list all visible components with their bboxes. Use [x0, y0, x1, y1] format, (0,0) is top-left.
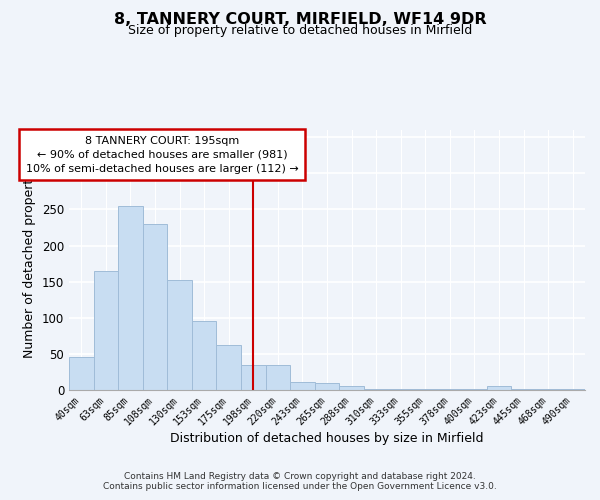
- Bar: [266, 364, 290, 390]
- Text: Contains HM Land Registry data © Crown copyright and database right 2024.: Contains HM Land Registry data © Crown c…: [124, 472, 476, 481]
- Text: 8 TANNERY COURT: 195sqm
← 90% of detached houses are smaller (981)
10% of semi-d: 8 TANNERY COURT: 195sqm ← 90% of detache…: [26, 136, 299, 174]
- Bar: [241, 364, 266, 390]
- Text: 8, TANNERY COURT, MIRFIELD, WF14 9DR: 8, TANNERY COURT, MIRFIELD, WF14 9DR: [113, 12, 487, 28]
- Bar: [290, 382, 315, 390]
- Bar: [143, 224, 167, 390]
- Bar: [339, 386, 364, 390]
- Bar: [487, 386, 511, 390]
- Y-axis label: Number of detached properties: Number of detached properties: [23, 162, 37, 358]
- Bar: [69, 357, 94, 390]
- Bar: [315, 383, 339, 390]
- X-axis label: Distribution of detached houses by size in Mirfield: Distribution of detached houses by size …: [170, 432, 484, 446]
- Bar: [167, 280, 192, 390]
- Bar: [94, 271, 118, 390]
- Text: Contains public sector information licensed under the Open Government Licence v3: Contains public sector information licen…: [103, 482, 497, 491]
- Bar: [118, 206, 143, 390]
- Bar: [364, 388, 388, 390]
- Bar: [217, 345, 241, 390]
- Text: Size of property relative to detached houses in Mirfield: Size of property relative to detached ho…: [128, 24, 472, 37]
- Bar: [192, 320, 217, 390]
